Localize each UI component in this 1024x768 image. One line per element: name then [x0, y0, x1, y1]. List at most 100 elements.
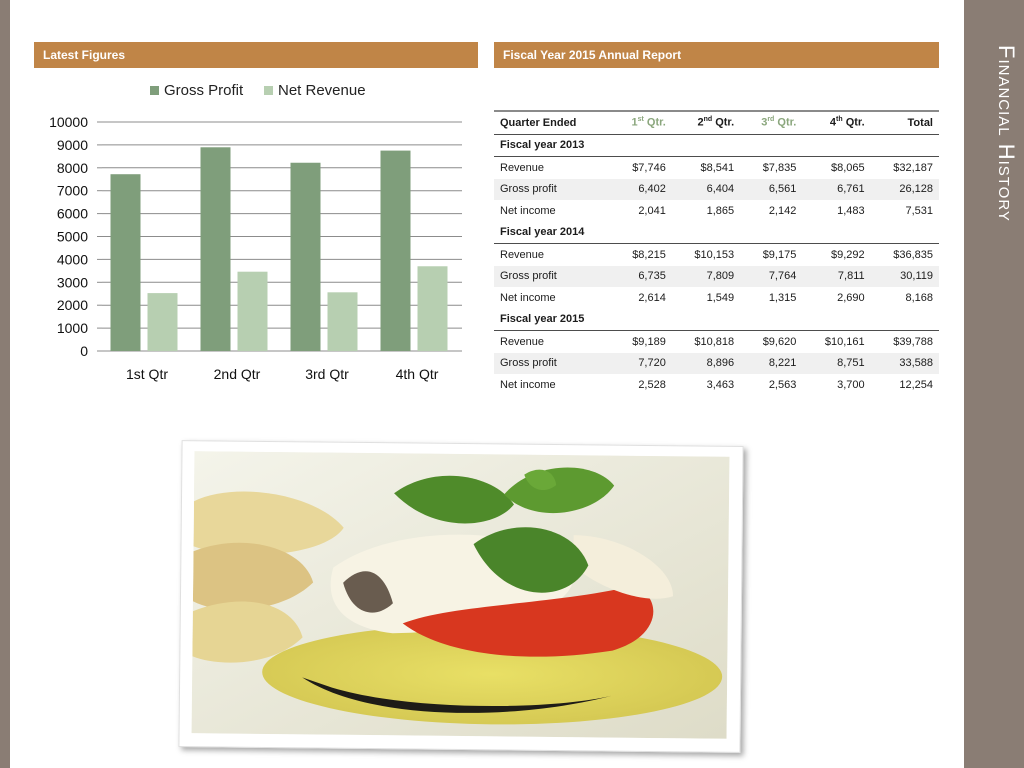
- cell-value: 6,404: [671, 178, 741, 200]
- y-tick-label: 1000: [57, 320, 88, 336]
- y-tick-label: 3000: [57, 274, 88, 290]
- table-row: Gross profit 7,720 8,896 8,221 8,751 33,…: [494, 352, 939, 374]
- cell-value: 2,690: [837, 291, 865, 304]
- cell-value: 7,720: [610, 352, 672, 374]
- cell-value: 6,561: [740, 178, 803, 200]
- cell-value: 1,549: [706, 291, 735, 304]
- bar-gross-profit: [110, 174, 141, 351]
- cell-total: 33,588: [870, 352, 939, 374]
- x-tick-label: 3rd Qtr: [305, 366, 349, 382]
- cell-value: 8,896: [671, 352, 741, 374]
- bar-net-revenue: [237, 271, 268, 351]
- cell-value: 1,865: [706, 204, 735, 217]
- table-row: Net income 2,528 3,463 2,563 3,700 12,25…: [494, 374, 939, 396]
- cell-total: 30,119: [870, 265, 939, 287]
- row-label: Gross profit: [494, 178, 611, 200]
- row-label: Net income: [500, 204, 556, 217]
- col-q4: 4th Qtr.: [802, 111, 870, 134]
- table-row: Gross profit 6,402 6,404 6,561 6,761 26,…: [494, 178, 939, 200]
- table-header-row: Quarter Ended 1st Qtr. 2nd Qtr. 3rd Qtr.…: [494, 111, 939, 134]
- bar-net-revenue: [327, 292, 358, 351]
- section-row: Fiscal year 2014: [494, 222, 939, 244]
- cell-value: $9,620: [762, 335, 797, 348]
- col-q4-suffix: th: [836, 116, 843, 124]
- col-q2-qtr: Qtr.: [715, 117, 735, 130]
- y-tick-label: 4000: [57, 251, 88, 267]
- col-q2: 2nd Qtr.: [672, 111, 740, 134]
- row-label: Gross profit: [494, 352, 611, 374]
- legend-label: Gross Profit: [164, 82, 244, 99]
- cell-total: 12,254: [899, 378, 933, 391]
- legend-swatch: [150, 86, 159, 95]
- bar-net-revenue: [417, 266, 448, 351]
- cell-value: $8,065: [830, 161, 865, 174]
- col-q3-number: 3: [761, 117, 768, 130]
- cell-value: $7,746: [632, 161, 666, 174]
- cell-value: 7,811: [802, 265, 871, 287]
- chart-bars: [110, 147, 448, 351]
- bar-gross-profit: [290, 162, 321, 351]
- annual-report-header: Fiscal Year 2015 Annual Report: [494, 42, 939, 68]
- cell-value: $9,175: [762, 248, 797, 261]
- x-tick-label: 1st Qtr: [126, 366, 168, 382]
- annual-report-table: Quarter Ended 1st Qtr. 2nd Qtr. 3rd Qtr.…: [494, 110, 939, 396]
- col-q2-number: 2: [697, 117, 704, 130]
- bar-net-revenue: [147, 293, 178, 351]
- col-q3: 3rd Qtr.: [740, 111, 802, 134]
- side-title: Financial History: [994, 45, 1019, 222]
- y-tick-label: 6000: [57, 206, 88, 222]
- section-row: Fiscal year 2015: [494, 309, 939, 331]
- cell-value: 2,041: [638, 204, 666, 217]
- col-q4-number: 4: [829, 117, 837, 130]
- table-row: Revenue $8,215 $10,153 $9,175 $9,292 $36…: [494, 244, 939, 266]
- cell-total: 7,531: [905, 204, 933, 217]
- cell-total: $36,835: [893, 248, 933, 261]
- cell-total: $39,788: [893, 335, 933, 348]
- col-total: Total: [907, 116, 933, 129]
- col-q2-suffix: nd: [703, 116, 713, 124]
- side-band: [964, 0, 1024, 768]
- row-label: Net income: [500, 378, 556, 391]
- bar-chart: Gross Profit Net Revenue 1000090008000700…: [49, 82, 462, 382]
- cell-value: $7,835: [762, 161, 797, 174]
- x-tick-label: 4th Qtr: [396, 366, 439, 382]
- section-row: Fiscal year 2013: [494, 134, 939, 157]
- cell-value: 6,402: [610, 178, 672, 200]
- cell-value: $9,292: [830, 248, 865, 261]
- col-quarter-ended: Quarter Ended: [500, 116, 577, 129]
- cell-value: 7,809: [671, 265, 741, 287]
- row-label: Revenue: [500, 161, 545, 174]
- table-row: Net income 2,614 1,549 1,315 2,690 8,168: [494, 287, 939, 309]
- legend-label: Net Revenue: [278, 82, 366, 99]
- cell-value: $10,153: [694, 248, 735, 261]
- cell-value: 7,764: [740, 265, 803, 287]
- chart-y-axis: 1000090008000700060005000400030002000100…: [49, 114, 88, 359]
- y-tick-label: 2000: [57, 297, 88, 313]
- row-label: Revenue: [500, 335, 545, 348]
- cell-total: $32,187: [893, 161, 933, 174]
- cell-value: $10,818: [694, 335, 735, 348]
- col-q3-qtr: Qtr.: [777, 117, 797, 130]
- cell-value: $9,189: [632, 335, 666, 348]
- table-row: Revenue $7,746 $8,541 $7,835 $8,065 $32,…: [494, 157, 939, 179]
- y-tick-label: 5000: [57, 229, 88, 245]
- cell-value: 2,528: [638, 378, 666, 391]
- cell-value: 8,221: [740, 352, 803, 374]
- row-label: Revenue: [500, 248, 545, 261]
- legend-swatch: [264, 86, 273, 95]
- cell-value: 1,315: [768, 291, 797, 304]
- col-q1-suffix: st: [637, 116, 644, 124]
- table-row: Gross profit 6,735 7,809 7,764 7,811 30,…: [494, 265, 939, 287]
- chart-legend: Gross Profit Net Revenue: [150, 82, 366, 99]
- cell-value: 2,614: [638, 291, 666, 304]
- table-row: Net income 2,041 1,865 2,142 1,483 7,531: [494, 200, 939, 222]
- section-title: Fiscal year 2013: [500, 139, 585, 152]
- cell-value: 3,700: [837, 378, 865, 391]
- col-q1: 1st Qtr.: [611, 111, 672, 134]
- col-q1-number: 1: [631, 117, 638, 130]
- cell-value: 2,563: [768, 378, 797, 391]
- section-title: Fiscal year 2015: [500, 313, 585, 326]
- cell-value: $8,541: [700, 161, 735, 174]
- cell-value: 2,142: [768, 204, 797, 217]
- cell-total: 26,128: [870, 178, 939, 200]
